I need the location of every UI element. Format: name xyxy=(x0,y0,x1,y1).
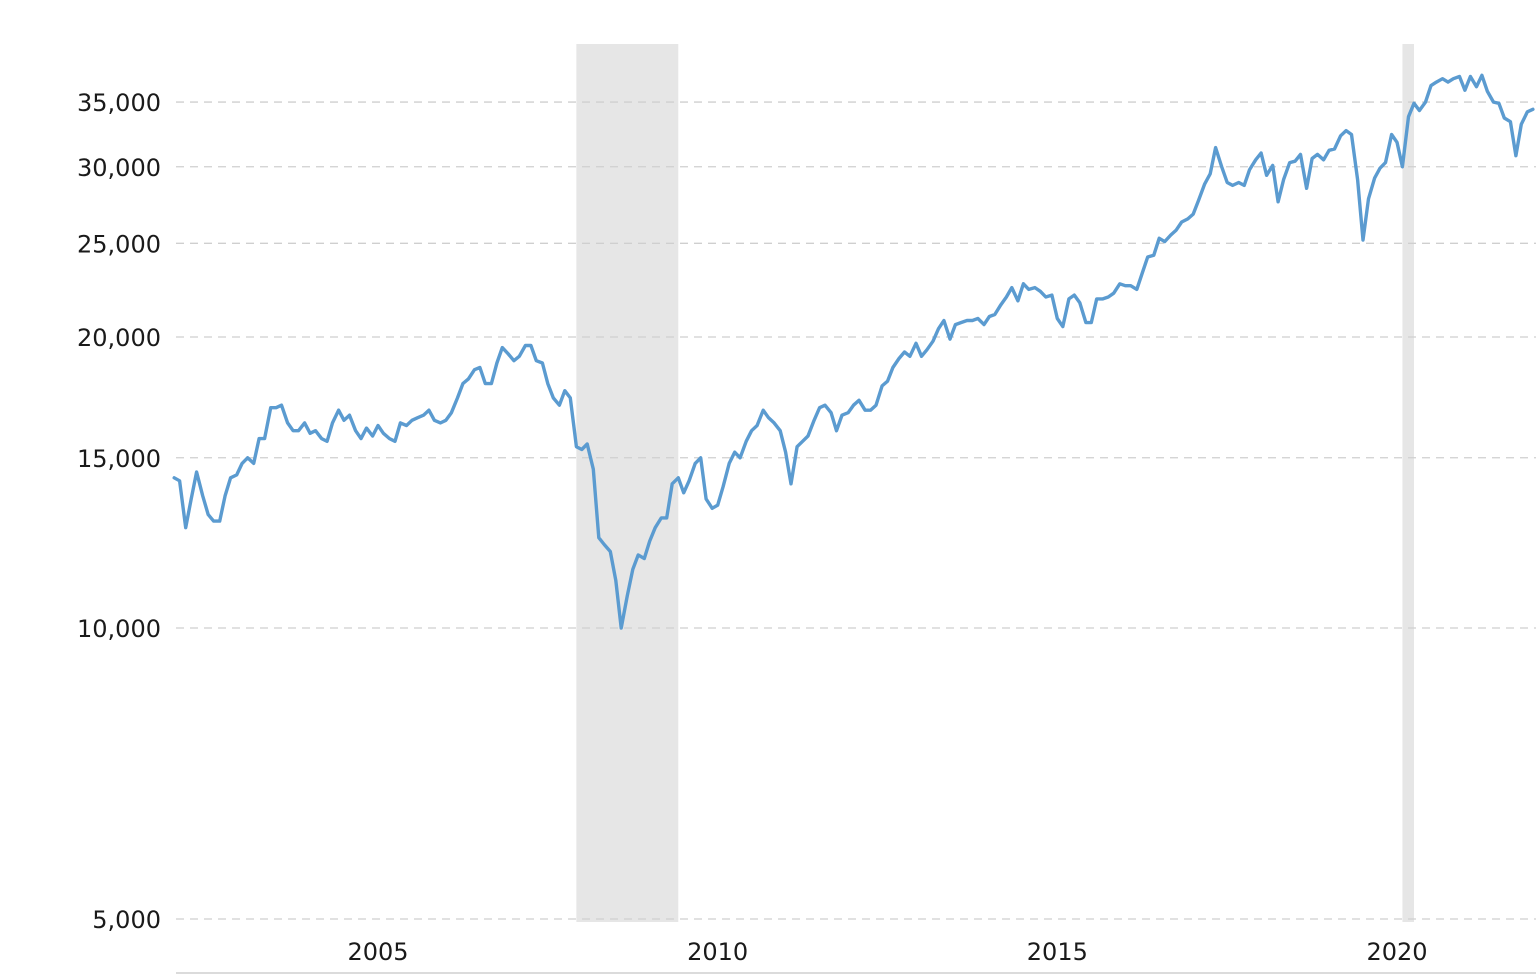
series-lines xyxy=(172,73,1535,630)
x-tick-label-2010: 2010 xyxy=(687,938,748,966)
x-tick-label-2015: 2015 xyxy=(1027,938,1088,966)
y-tick-label-15000: 15,000 xyxy=(77,445,161,473)
series-line-1 xyxy=(172,73,1535,630)
x-axis-tick-labels: 2005 2010 2015 2020 xyxy=(347,938,1427,966)
y-tick-label-35000: 35,000 xyxy=(77,89,161,117)
y-tick-label-20000: 20,000 xyxy=(77,324,161,352)
y-tick-label-5000: 5,000 xyxy=(92,906,161,934)
recession-band-1 xyxy=(576,44,679,922)
y-tick-label-30000: 30,000 xyxy=(77,154,161,182)
recession-band-2 xyxy=(1402,44,1414,922)
recession-bands xyxy=(576,44,1414,922)
y-gridlines xyxy=(176,101,1536,920)
y-tick-label-10000: 10,000 xyxy=(77,615,161,643)
y-axis-tick-labels: 5,000 10,000 15,000 20,000 25,000 30,000 35,00… xyxy=(77,89,161,934)
y-tick-label-25000: 25,000 xyxy=(77,230,161,258)
x-tick-label-2005: 2005 xyxy=(347,938,408,966)
x-tick-label-2020: 2020 xyxy=(1366,938,1427,966)
